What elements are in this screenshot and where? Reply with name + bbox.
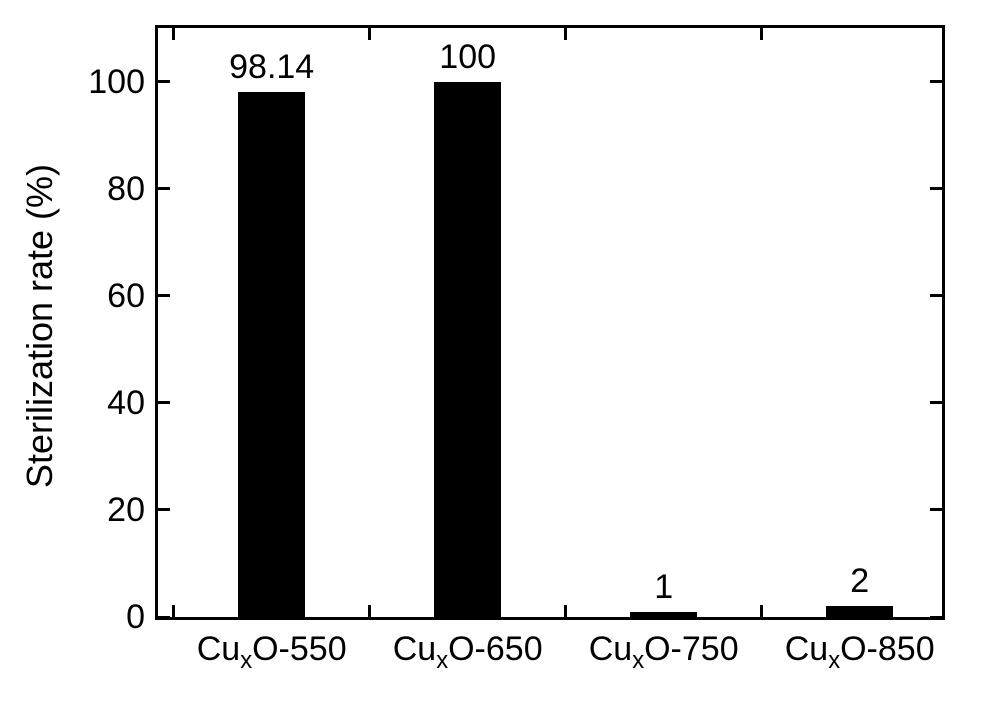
x-tick xyxy=(760,605,763,617)
y-tick-label: 40 xyxy=(55,384,145,423)
x-tick xyxy=(172,605,175,617)
y-tick xyxy=(930,80,942,83)
x-category-label: CuxO-850 xyxy=(755,630,965,669)
y-tick xyxy=(930,616,942,619)
y-tick xyxy=(158,508,170,511)
x-category-label: CuxO-650 xyxy=(363,630,573,669)
y-tick-label: 60 xyxy=(55,277,145,316)
bar xyxy=(238,92,305,617)
bar-value-label: 100 xyxy=(388,38,548,77)
x-tick xyxy=(564,605,567,617)
y-tick xyxy=(158,187,170,190)
x-category-label: CuxO-750 xyxy=(559,630,769,669)
y-tick xyxy=(158,616,170,619)
x-category-label: CuxO-550 xyxy=(167,630,377,669)
y-tick xyxy=(158,401,170,404)
y-tick xyxy=(158,80,170,83)
y-tick xyxy=(930,294,942,297)
y-tick-label: 100 xyxy=(55,63,145,102)
y-tick xyxy=(930,187,942,190)
y-tick xyxy=(158,294,170,297)
x-tick xyxy=(172,28,175,40)
bar-value-label: 2 xyxy=(780,562,940,601)
x-tick xyxy=(368,605,371,617)
y-tick-label: 0 xyxy=(55,598,145,637)
chart-container: Sterilization rate (%) 02040608010098.14… xyxy=(0,0,1000,724)
y-tick xyxy=(930,401,942,404)
bar xyxy=(434,82,501,617)
bar-value-label: 98.14 xyxy=(192,48,352,87)
x-tick xyxy=(564,28,567,40)
bar-value-label: 1 xyxy=(584,568,744,607)
y-tick xyxy=(930,508,942,511)
x-tick xyxy=(368,28,371,40)
x-tick xyxy=(760,28,763,40)
bar xyxy=(630,612,697,617)
y-tick-label: 20 xyxy=(55,491,145,530)
y-tick-label: 80 xyxy=(55,170,145,209)
bar xyxy=(826,606,893,617)
